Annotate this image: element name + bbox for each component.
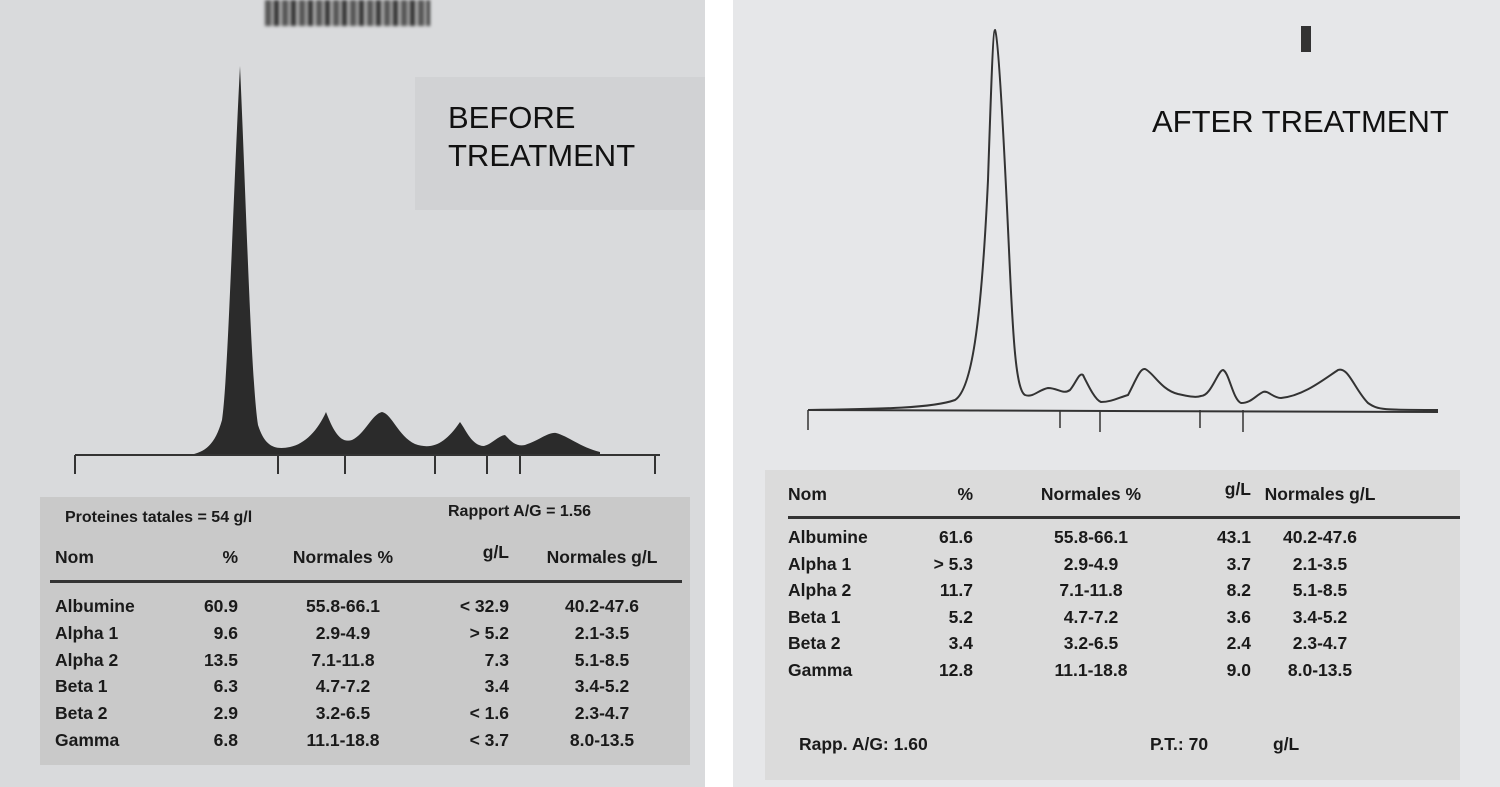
cell-normal-g-per-l: 8.0-13.5 xyxy=(1287,660,1353,680)
cell-normal-g-per-l: 40.2-47.6 xyxy=(565,596,639,616)
cell-name: Beta 2 xyxy=(55,703,108,724)
header-g-per-l: g/L xyxy=(482,542,509,562)
cell-g-per-l: 3.4 xyxy=(484,676,509,697)
after-treatment-report: AFTER TREATMENT Nom% Normales % g/L Normale… xyxy=(733,0,1500,787)
cell-g-per-l: < 1.6 xyxy=(469,703,509,724)
cell-normal-g-per-l: 2.1-3.5 xyxy=(1292,553,1348,574)
before-title-line2: TREATMENT xyxy=(448,138,636,173)
cell-g-per-l: 7.3 xyxy=(484,649,509,670)
cell-normal-percent: 7.1-11.8 xyxy=(311,649,375,670)
cell-percent: 60.9 xyxy=(203,596,238,616)
header-name: Nom xyxy=(788,484,827,504)
mark xyxy=(1301,26,1311,52)
cell-percent: 6.8 xyxy=(213,730,238,750)
cell-g-per-l: > 5.2 xyxy=(469,622,509,643)
after-title: AFTER TREATMENT xyxy=(1152,104,1449,139)
total-proteins: P.T.: 70 xyxy=(1150,734,1209,754)
cell-name: Gamma xyxy=(55,730,120,750)
cell-g-per-l: 9.0 xyxy=(1226,660,1251,680)
before-title-line1: BEFORE xyxy=(448,100,576,135)
header-normal-percent: Normales % xyxy=(1040,484,1142,504)
cell-normal-g-per-l: 40.2-47.6 xyxy=(1283,527,1357,547)
cell-percent: > 5.3 xyxy=(933,553,973,574)
cell-name: Alpha 1 xyxy=(788,553,852,574)
cell-percent: 61.6 xyxy=(938,527,973,547)
fraction-ticks xyxy=(807,410,1244,432)
header-g-per-l: g/L xyxy=(1224,479,1251,499)
cell-normal-g-per-l: 3.4-5.2 xyxy=(574,676,630,697)
fraction-ticks xyxy=(74,455,656,474)
cell-g-per-l: < 32.9 xyxy=(459,596,509,616)
cell-g-per-l: 8.2 xyxy=(1226,580,1251,601)
cell-percent: 13.5 xyxy=(203,649,238,670)
header-normal-percent: Normales % xyxy=(292,547,394,567)
cell-name: Beta 1 xyxy=(55,676,108,697)
header-name: Nom xyxy=(55,547,94,567)
cell-normal-g-per-l: 2.3-4.7 xyxy=(574,703,630,724)
cell-name: Beta 1 xyxy=(788,606,841,627)
cell-name: Albumine xyxy=(55,596,135,616)
cell-normal-percent: 3.2-6.5 xyxy=(1063,633,1119,654)
cell-normal-percent: 55.8-66.1 xyxy=(1054,527,1128,547)
cell-g-per-l: 3.7 xyxy=(1226,553,1251,574)
results-table-box xyxy=(40,497,690,765)
header-rule xyxy=(788,516,1460,519)
electrophoresis-curve-before xyxy=(74,66,660,474)
results-table-box xyxy=(765,470,1460,780)
cell-normal-g-per-l: 2.3-4.7 xyxy=(1292,633,1348,654)
cell-percent: 6.3 xyxy=(213,676,238,697)
cell-normal-percent: 11.1-18.8 xyxy=(306,730,380,750)
total-proteins: Proteines tatales = 54 g/l xyxy=(65,509,253,526)
cell-name: Alpha 2 xyxy=(788,580,852,601)
cell-g-per-l: 2.4 xyxy=(1226,633,1251,654)
cell-normal-percent: 4.7-7.2 xyxy=(315,676,371,697)
header-percent: % xyxy=(957,484,973,504)
cell-name: Gamma xyxy=(788,660,853,680)
cell-normal-g-per-l: 5.1-8.5 xyxy=(1292,580,1348,601)
baseline xyxy=(807,409,1439,413)
cell-percent: 11.7 xyxy=(939,580,973,601)
cell-percent: 3.4 xyxy=(948,633,973,654)
cell-g-per-l: 43.1 xyxy=(1216,527,1251,547)
cell-name: Beta 2 xyxy=(788,633,841,654)
cell-normal-g-per-l: 8.0-13.5 xyxy=(569,730,635,750)
cell-name: Albumine xyxy=(788,527,868,547)
cell-percent: 9.6 xyxy=(213,622,238,643)
cell-normal-percent: 55.8-66.1 xyxy=(306,596,380,616)
before-treatment-report: BEFORE TREATMENT Proteines tatales = 54 … xyxy=(0,0,705,787)
cell-percent: 5.2 xyxy=(948,606,973,627)
curve-line xyxy=(807,28,1439,411)
header-normal-g-per-l: Normales g/L xyxy=(1264,484,1376,504)
cell-g-per-l: < 3.7 xyxy=(469,730,509,750)
cell-normal-percent: 2.9-4.9 xyxy=(315,622,371,643)
total-proteins-unit: g/L xyxy=(1273,734,1300,754)
cell-normal-percent: 4.7-7.2 xyxy=(1063,606,1119,627)
ag-ratio: Rapport A/G = 1.56 xyxy=(448,503,591,520)
header-normal-g-per-l: Normales g/L xyxy=(546,547,658,567)
cell-name: Alpha 2 xyxy=(55,649,119,670)
cell-percent: 12.8 xyxy=(938,660,973,680)
cell-g-per-l: 3.6 xyxy=(1226,606,1251,627)
cell-normal-g-per-l: 2.1-3.5 xyxy=(574,622,630,643)
cell-normal-percent: 7.1-11.8 xyxy=(1059,580,1123,601)
header-percent: % xyxy=(222,547,238,567)
barcode xyxy=(265,0,430,26)
curve-fill xyxy=(190,66,600,455)
ag-ratio: Rapp. A/G: 1.60 xyxy=(799,734,928,754)
cell-percent: 2.9 xyxy=(213,703,238,724)
cell-normal-percent: 11.1-18.8 xyxy=(1054,660,1128,680)
cell-normal-percent: 2.9-4.9 xyxy=(1063,553,1119,574)
cell-normal-percent: 3.2-6.5 xyxy=(315,703,371,724)
cell-normal-g-per-l: 3.4-5.2 xyxy=(1292,606,1348,627)
cell-name: Alpha 1 xyxy=(55,622,119,643)
title-box: BEFORE TREATMENT xyxy=(415,77,705,210)
cell-normal-g-per-l: 5.1-8.5 xyxy=(574,649,630,670)
electrophoresis-curve-after xyxy=(807,28,1439,432)
header-rule xyxy=(50,580,682,583)
